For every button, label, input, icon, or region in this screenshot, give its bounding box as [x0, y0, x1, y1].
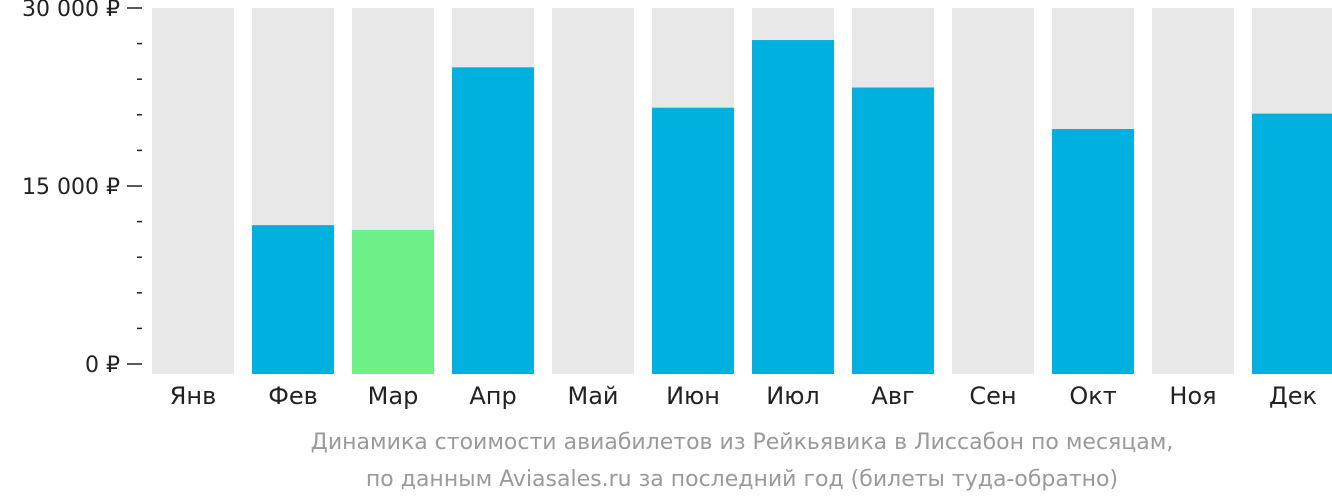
price-bar-chart: 0 ₽ 15 000 ₽ 30 000 ₽ Янв Фев Мар Апр Май Июн Июл… — [22, 0, 1332, 410]
bar — [252, 225, 334, 374]
bar — [852, 87, 934, 375]
x-tick-label: Сен — [969, 382, 1016, 410]
chart-caption-line-2: по данным Aviasales.ru за последний год … — [365, 467, 1119, 492]
x-tick-label: Авг — [871, 382, 914, 410]
y-tick-label: 30 000 ₽ — [22, 0, 120, 22]
bar-background — [1152, 8, 1234, 374]
x-tick-label: Мар — [368, 382, 419, 410]
x-tick-label: Фев — [268, 382, 318, 410]
x-tick-label: Май — [567, 382, 618, 410]
x-tick-label: Июн — [666, 382, 720, 410]
x-tick-label: Апр — [469, 382, 516, 410]
x-tick-label: Янв — [170, 382, 217, 410]
bar-background — [552, 8, 634, 374]
y-tick-label: 0 ₽ — [85, 353, 120, 378]
bar — [1052, 129, 1134, 374]
bar-background — [152, 8, 234, 374]
x-tick-label: Июл — [766, 382, 820, 410]
bar — [452, 67, 534, 374]
chart-caption-line-1: Динамика стоимости авиабилетов из Рейкья… — [310, 430, 1174, 455]
bar — [352, 229, 434, 374]
bar — [1252, 113, 1332, 374]
x-tick-label: Окт — [1069, 382, 1116, 410]
x-tick-label: Ноя — [1169, 382, 1216, 410]
bar — [652, 107, 734, 375]
y-tick-label: 15 000 ₽ — [22, 175, 120, 200]
x-tick-label: Дек — [1269, 382, 1317, 410]
bar — [752, 40, 834, 374]
bar-background — [952, 8, 1034, 374]
